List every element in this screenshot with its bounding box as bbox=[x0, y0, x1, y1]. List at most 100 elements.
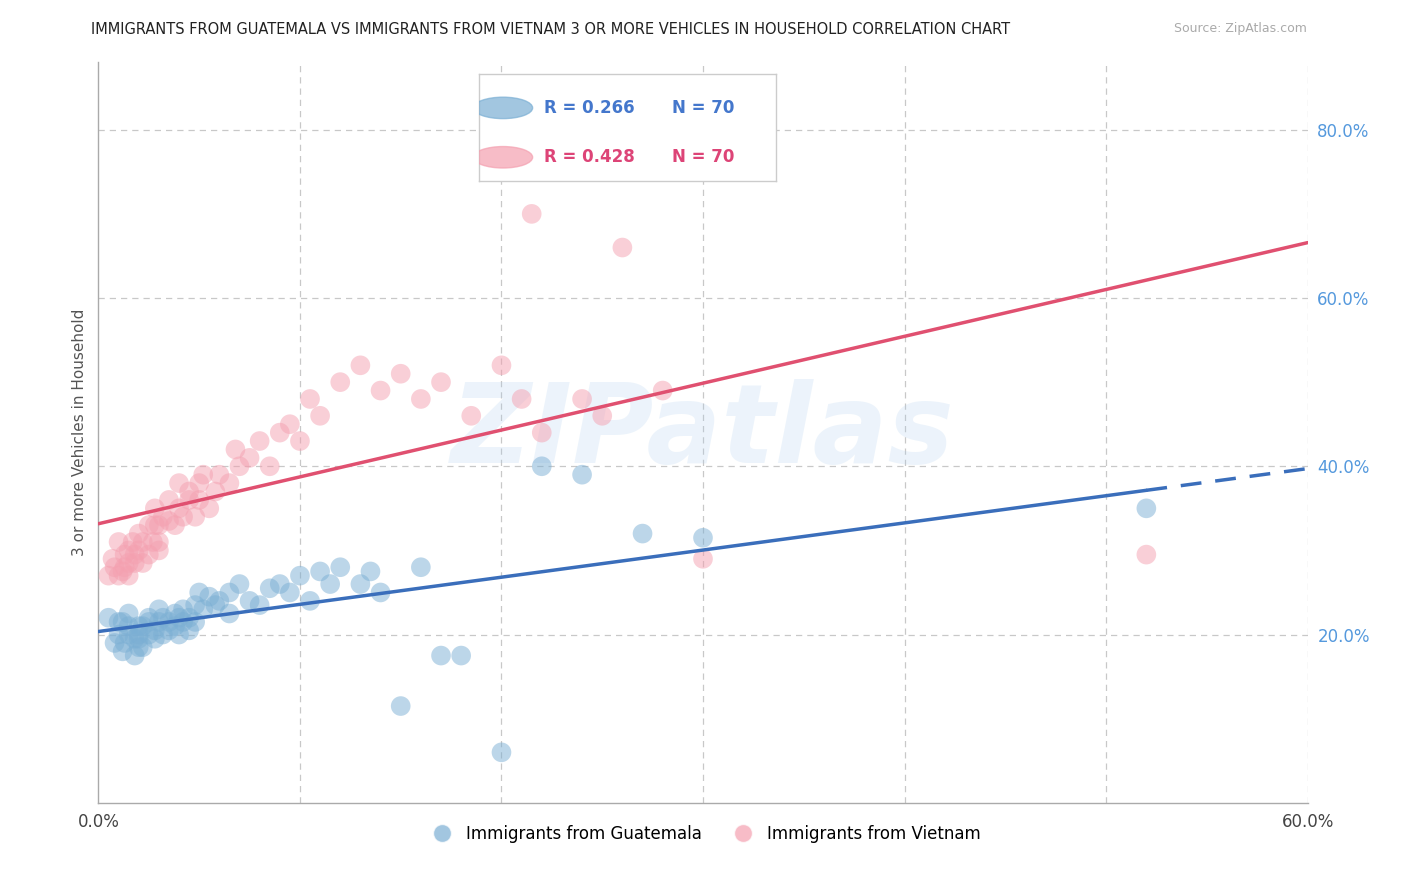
Point bbox=[360, 565, 382, 579]
Point bbox=[249, 434, 271, 448]
Point bbox=[204, 484, 226, 499]
Point bbox=[107, 627, 129, 641]
Point bbox=[107, 535, 129, 549]
Point bbox=[132, 640, 155, 655]
Point bbox=[138, 627, 160, 641]
Point bbox=[409, 392, 432, 406]
Point bbox=[132, 556, 155, 570]
Point bbox=[520, 207, 543, 221]
Point bbox=[370, 585, 392, 599]
Point bbox=[124, 648, 146, 663]
Point bbox=[111, 565, 134, 579]
Point bbox=[118, 556, 141, 570]
Point bbox=[184, 615, 207, 629]
Point bbox=[152, 509, 174, 524]
Point bbox=[259, 581, 281, 595]
Point bbox=[179, 492, 201, 507]
Point bbox=[450, 648, 472, 663]
Point bbox=[269, 425, 291, 440]
Point bbox=[138, 610, 160, 624]
Point bbox=[218, 585, 240, 599]
Point bbox=[97, 568, 120, 582]
Point bbox=[188, 492, 211, 507]
Point bbox=[103, 636, 125, 650]
Point bbox=[128, 640, 150, 655]
Point bbox=[571, 467, 593, 482]
Point bbox=[114, 548, 136, 562]
Text: ZIPatlas: ZIPatlas bbox=[451, 379, 955, 486]
Y-axis label: 3 or more Vehicles in Household: 3 or more Vehicles in Household bbox=[72, 309, 87, 557]
Point bbox=[163, 607, 186, 621]
Point bbox=[198, 501, 221, 516]
Point bbox=[118, 543, 141, 558]
Point bbox=[188, 585, 211, 599]
Point bbox=[128, 632, 150, 646]
Point bbox=[179, 610, 201, 624]
Point bbox=[132, 535, 155, 549]
Point bbox=[370, 384, 392, 398]
Point bbox=[124, 632, 146, 646]
Point bbox=[114, 636, 136, 650]
Point bbox=[188, 476, 211, 491]
Point bbox=[114, 560, 136, 574]
Point bbox=[1135, 548, 1157, 562]
Point bbox=[299, 594, 322, 608]
Point bbox=[591, 409, 613, 423]
Point bbox=[107, 615, 129, 629]
Point bbox=[184, 509, 207, 524]
Point bbox=[228, 459, 250, 474]
Point bbox=[612, 240, 634, 255]
Point bbox=[143, 624, 166, 638]
Point bbox=[128, 619, 150, 633]
Point bbox=[167, 627, 190, 641]
Point bbox=[631, 526, 654, 541]
Point bbox=[218, 476, 240, 491]
Point bbox=[309, 409, 332, 423]
Point bbox=[430, 375, 453, 389]
Point bbox=[692, 551, 714, 566]
Point bbox=[651, 384, 673, 398]
Point bbox=[208, 467, 231, 482]
Point bbox=[118, 627, 141, 641]
Point bbox=[163, 518, 186, 533]
Point bbox=[491, 359, 513, 373]
Point bbox=[299, 392, 322, 406]
Point bbox=[128, 526, 150, 541]
Point bbox=[530, 459, 553, 474]
Point bbox=[349, 577, 371, 591]
Point bbox=[101, 551, 124, 566]
Point bbox=[111, 644, 134, 658]
Point bbox=[124, 556, 146, 570]
Point bbox=[218, 607, 240, 621]
Point bbox=[172, 509, 194, 524]
Point bbox=[692, 531, 714, 545]
Point bbox=[103, 560, 125, 574]
Point bbox=[157, 514, 180, 528]
Point bbox=[157, 624, 180, 638]
Point bbox=[430, 648, 453, 663]
Point bbox=[204, 598, 226, 612]
Point bbox=[143, 501, 166, 516]
Point bbox=[198, 590, 221, 604]
Point bbox=[224, 442, 246, 457]
Point bbox=[329, 375, 352, 389]
Point bbox=[288, 434, 311, 448]
Point bbox=[118, 607, 141, 621]
Point bbox=[329, 560, 352, 574]
Point bbox=[269, 577, 291, 591]
Text: IMMIGRANTS FROM GUATEMALA VS IMMIGRANTS FROM VIETNAM 3 OR MORE VEHICLES IN HOUSE: IMMIGRANTS FROM GUATEMALA VS IMMIGRANTS … bbox=[91, 22, 1011, 37]
Point bbox=[278, 585, 301, 599]
Point bbox=[148, 543, 170, 558]
Point bbox=[97, 610, 120, 624]
Point bbox=[124, 548, 146, 562]
Point bbox=[259, 459, 281, 474]
Point bbox=[1135, 501, 1157, 516]
Point bbox=[148, 518, 170, 533]
Point bbox=[148, 535, 170, 549]
Point bbox=[571, 392, 593, 406]
Point bbox=[460, 409, 482, 423]
Point bbox=[128, 627, 150, 641]
Point bbox=[152, 610, 174, 624]
Point bbox=[143, 518, 166, 533]
Point bbox=[167, 476, 190, 491]
